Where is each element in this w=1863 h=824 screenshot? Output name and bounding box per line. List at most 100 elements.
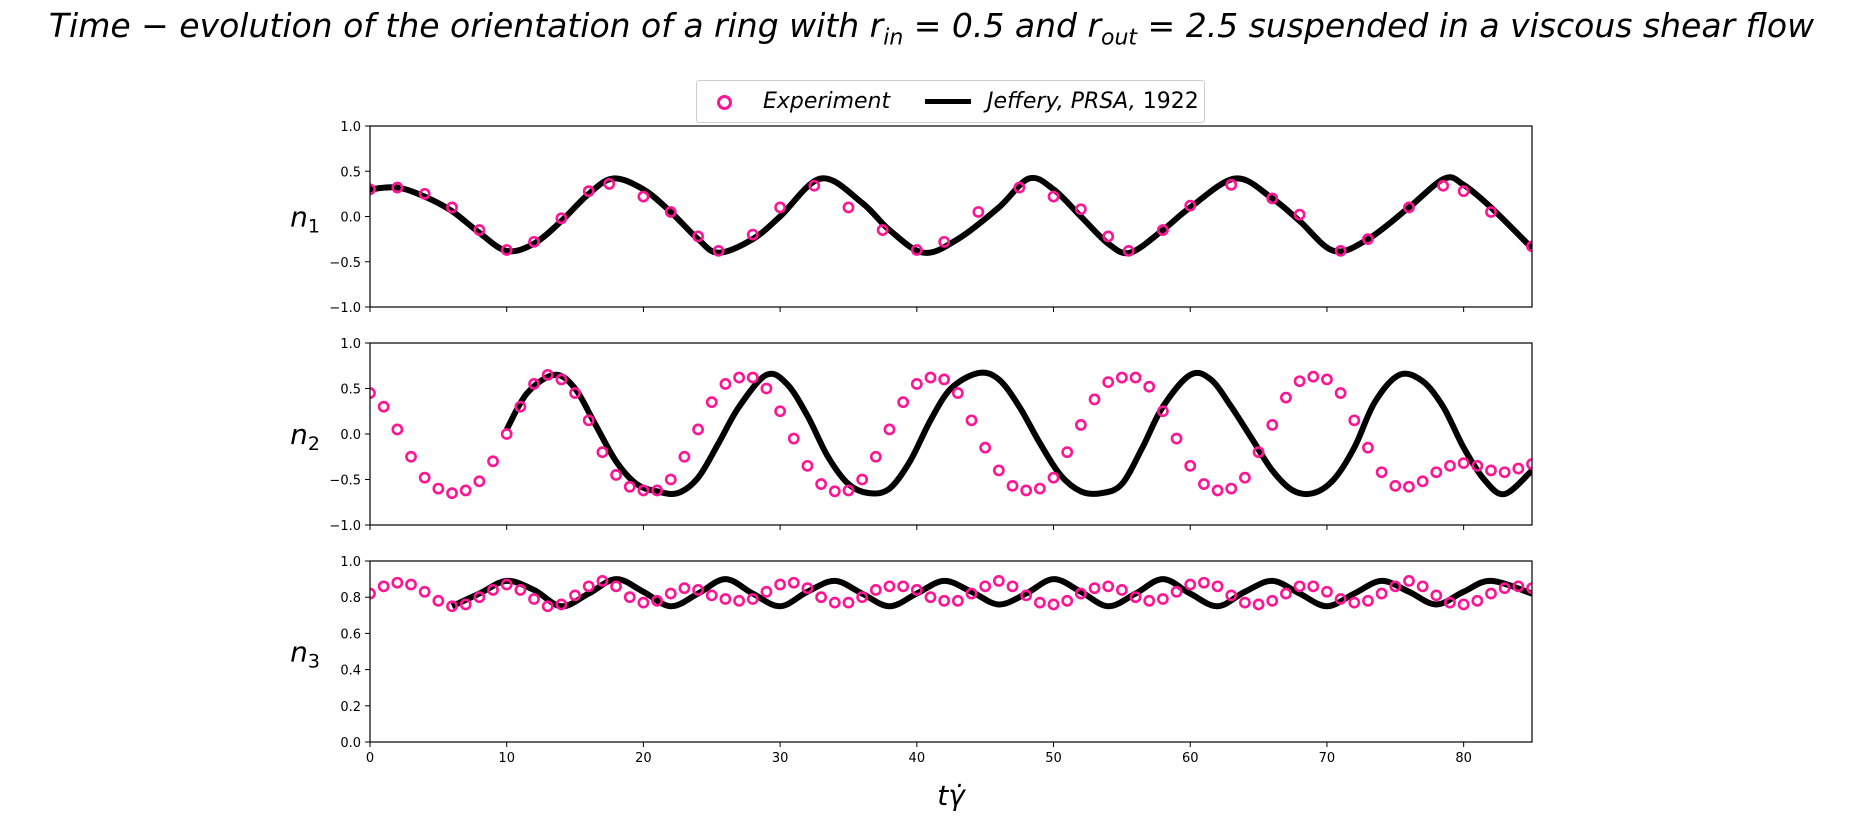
experiment-point [446, 600, 458, 613]
experiment-point [924, 591, 937, 604]
experiment-point [1006, 479, 1019, 492]
experiment-point [637, 484, 650, 497]
ytick-label: 0.0 [340, 736, 361, 751]
experiment-point [1198, 478, 1210, 490]
experiment-point [1526, 458, 1532, 470]
experiment-point [637, 596, 650, 609]
experiment-point [418, 585, 431, 598]
experiment-point [992, 575, 1005, 587]
experiment-point [1321, 585, 1333, 598]
experiment-point [1170, 585, 1183, 598]
experiment-point [1280, 391, 1292, 404]
experiment-point [746, 371, 759, 384]
experiment-point [1156, 224, 1169, 236]
experiment-point [924, 371, 937, 384]
xlabel: tγ̇ [937, 779, 966, 812]
experiment-point [692, 423, 704, 436]
experiment-point [719, 378, 732, 390]
experiment-point [1362, 594, 1374, 607]
experiment-point [1129, 371, 1142, 384]
experiment-point [1252, 598, 1265, 611]
experiment-point [1020, 589, 1033, 602]
experiment-point [603, 178, 616, 190]
ytick-label: −0.5 [329, 474, 361, 489]
experiment-point [733, 594, 746, 607]
xtick-label: 30 [772, 751, 789, 766]
experiment-point [1362, 441, 1374, 454]
experiment-point [1375, 466, 1388, 479]
experiment-point [1102, 580, 1115, 593]
experiment-point [1143, 380, 1156, 393]
ytick-label: 0.0 [340, 211, 361, 226]
experiment-point [856, 591, 869, 604]
experiment-point [897, 396, 910, 409]
experiment-point [856, 473, 869, 486]
experiment-point [1184, 459, 1197, 472]
subplot-n1: −1.0 −0.5 0.0 0.5 1.0 n1 [290, 120, 1533, 316]
experiment-point [883, 423, 896, 436]
experiment-point [1307, 580, 1320, 593]
experiment-point [1375, 587, 1388, 600]
experiment-point [808, 179, 821, 192]
experiment-point [774, 578, 787, 591]
experiment-point [405, 450, 417, 463]
experiment-point [938, 235, 951, 248]
experiment-point [910, 378, 923, 390]
ytick-label: 0.5 [340, 165, 361, 180]
ytick-label: 1.0 [340, 337, 361, 352]
jeffery-line [504, 369, 1532, 498]
subplot-n2: −1.0 −0.5 0.0 0.5 1.0 n2 [290, 337, 1533, 534]
legend-experiment-marker [717, 95, 732, 110]
axes-frame [369, 125, 1533, 308]
experiment-point [842, 201, 855, 214]
jeffery-line [450, 576, 1532, 610]
experiment-point [1293, 580, 1306, 593]
experiment-point [828, 485, 841, 498]
experiment-point [1437, 179, 1450, 192]
ylabel-n3: n3 [290, 636, 320, 673]
experiment-point [1033, 482, 1046, 495]
experiment-point [569, 387, 581, 399]
experiment-point [500, 428, 513, 440]
experiment-point [1102, 376, 1115, 389]
experiment-point [651, 484, 663, 497]
experiment-point [951, 387, 964, 399]
ytick-label: 0.4 [340, 664, 361, 679]
experiment-point [1293, 375, 1306, 388]
experiment-point [869, 584, 882, 596]
experiment-point [1211, 484, 1224, 497]
experiment-point [1430, 466, 1443, 479]
experiment-point [746, 228, 759, 241]
experiment-point [1006, 580, 1019, 593]
ytick-label: 0.2 [340, 700, 361, 715]
xtick-label: 10 [498, 751, 515, 766]
experiment-point [370, 587, 376, 600]
experiment-point [774, 405, 787, 418]
experiment-point [1088, 393, 1101, 406]
experiment-point [965, 587, 978, 600]
experiment-point [1362, 233, 1374, 246]
experiment-point [446, 201, 458, 214]
experiment-point [664, 473, 677, 486]
experiment-point [1156, 405, 1169, 418]
experiment-point [787, 576, 800, 589]
experiment-point [1526, 582, 1532, 595]
experiment-point [938, 373, 951, 386]
experiment-point [370, 183, 376, 196]
ytick-label: −1.0 [329, 519, 361, 534]
experiment-point [1498, 466, 1511, 479]
experiment-point [1307, 370, 1320, 383]
experiment-point [1348, 596, 1361, 609]
experiment-point [473, 591, 486, 604]
experiment-point [555, 598, 568, 611]
experiment-point [1225, 482, 1238, 495]
experiment-point [391, 423, 404, 436]
experiment-point [637, 190, 650, 203]
experiment-point [1430, 589, 1443, 602]
experiment-point [1074, 587, 1087, 600]
experiment-point [1444, 596, 1456, 609]
experiment-point [1074, 418, 1087, 431]
experiment-point [1266, 594, 1279, 607]
plot-area [370, 174, 1532, 257]
experiment-point [610, 469, 622, 481]
